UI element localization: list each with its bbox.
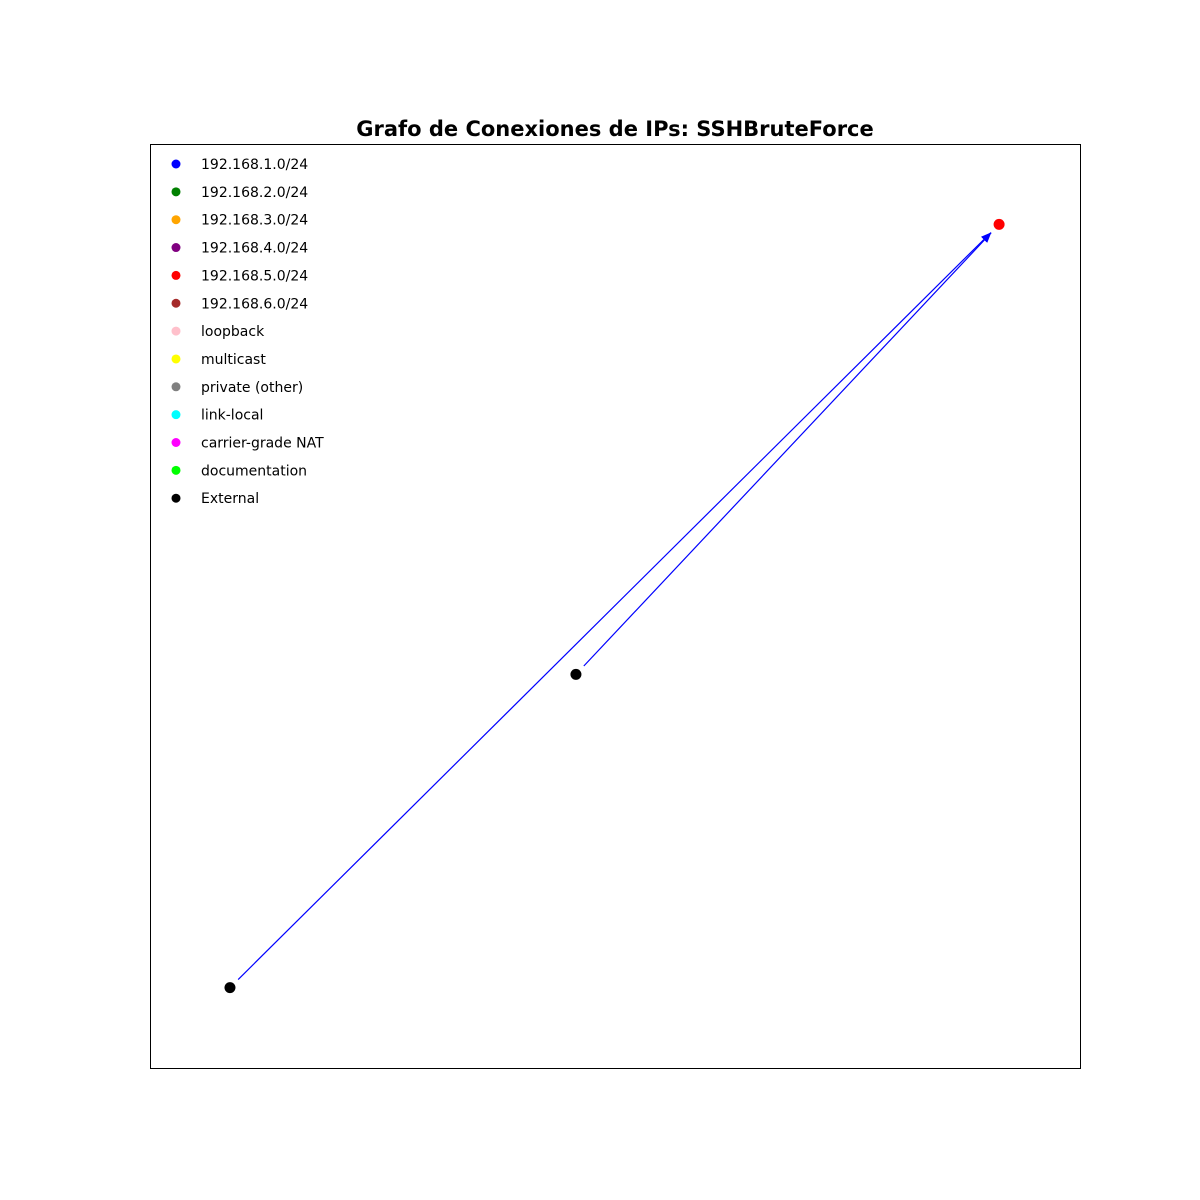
legend-entry: loopback <box>171 324 265 340</box>
legend-label: 192.168.3.0/24 <box>201 213 308 229</box>
legend-label: private (other) <box>201 380 303 396</box>
legend-entry: private (other) <box>171 380 303 396</box>
legend-marker <box>171 382 181 392</box>
node-n3[interactable] <box>224 982 236 994</box>
legend-marker <box>171 187 181 197</box>
legend-marker <box>171 215 181 225</box>
edge-n2-to-n1 <box>583 232 992 667</box>
legend-entry: 192.168.5.0/24 <box>171 268 308 284</box>
legend-label: link-local <box>201 408 263 424</box>
legend-entry: multicast <box>171 352 266 368</box>
legend-marker <box>171 493 181 503</box>
edge-n3-to-n1 <box>237 232 992 980</box>
legend-marker <box>171 270 181 280</box>
legend-marker <box>171 465 181 475</box>
nodes-layer <box>224 218 1005 994</box>
edges-layer <box>237 232 992 980</box>
legend-label: loopback <box>201 324 265 340</box>
legend-entry: 192.168.3.0/24 <box>171 213 308 229</box>
chart-title: Grafo de Conexiones de IPs: SSHBruteForc… <box>356 117 874 141</box>
legend-marker <box>171 298 181 308</box>
legend-marker <box>171 410 181 420</box>
legend-label: 192.168.6.0/24 <box>201 296 308 312</box>
legend-entry: link-local <box>171 408 263 424</box>
legend-marker <box>171 354 181 364</box>
legend-marker <box>171 326 181 336</box>
legend-entry: 192.168.1.0/24 <box>171 157 308 173</box>
node-n2[interactable] <box>570 668 582 680</box>
legend-label: 192.168.5.0/24 <box>201 268 308 284</box>
legend-label: 192.168.1.0/24 <box>201 157 308 173</box>
legend-label: 192.168.4.0/24 <box>201 241 308 257</box>
legend-entry: 192.168.2.0/24 <box>171 185 308 201</box>
legend-label: carrier-grade NAT <box>201 436 324 452</box>
plot-area-frame <box>150 144 1081 1069</box>
legend-entry: documentation <box>171 463 307 479</box>
legend-label: External <box>201 491 259 507</box>
legend-entry: 192.168.6.0/24 <box>171 296 308 312</box>
legend-entry: External <box>171 491 259 507</box>
legend-marker <box>171 159 181 169</box>
legend-marker <box>171 438 181 447</box>
legend-marker <box>171 243 181 253</box>
legend: 192.168.1.0/24 192.168.2.0/24 192.168.3.0/… <box>171 157 324 507</box>
legend-entry: 192.168.4.0/24 <box>171 241 308 257</box>
legend-label: documentation <box>201 463 307 479</box>
node-n1[interactable] <box>993 218 1005 230</box>
legend-entry: carrier-grade NAT <box>171 436 324 452</box>
legend-label: multicast <box>201 352 266 368</box>
legend-label: 192.168.2.0/24 <box>201 185 308 201</box>
